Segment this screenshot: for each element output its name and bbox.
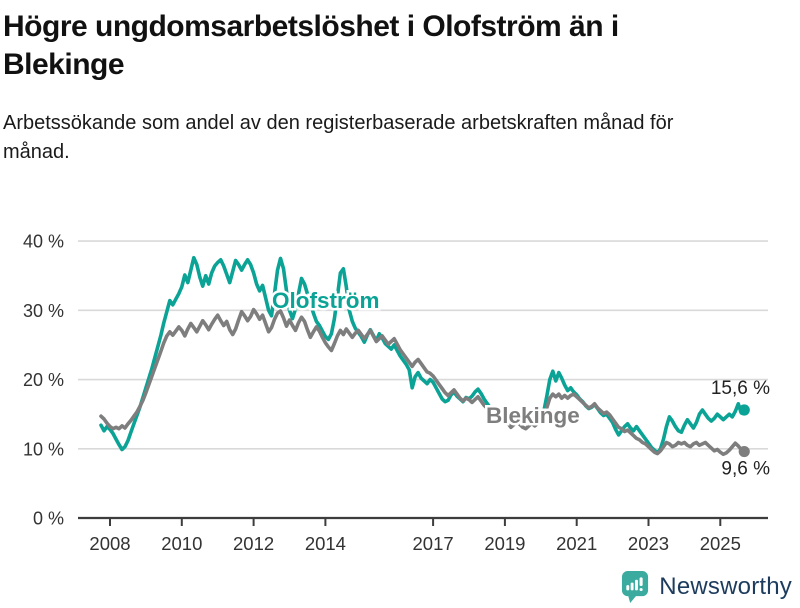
x-tick-label-2021: 2021 [556,533,597,554]
x-tick-label-2012: 2012 [233,533,274,554]
newsworthy-bubble-barchart-icon [622,571,649,603]
chart-title: Högre ungdomsarbetslöshet i Olofström än… [3,10,619,81]
chart-area: 0 % 10 % 20 % 30 % 40 % 2008 2010 2012 2014 2017 2… [0,218,800,563]
unemployment-line-chart: 0 % 10 % 20 % 30 % 40 % 2008 2010 2012 2014 2017 2… [23,232,770,554]
y-tick-label-0: 0 % [33,509,64,529]
x-tick-label-2017: 2017 [413,533,454,554]
blekinge-line [99,307,746,457]
x-tick-label-2023: 2023 [628,533,669,554]
olofstrm-value-label: 15,6 % [711,378,770,399]
y-tick-label-40: 40 % [23,232,64,252]
olofstrm-series-label: Olofström [272,288,380,313]
x-tick-label-2019: 2019 [484,533,525,554]
x-tick-label-2008: 2008 [89,533,130,554]
olofstrm-line [99,255,746,455]
x-tick-label-2010: 2010 [161,533,202,554]
blekinge-end-dot [738,445,750,458]
blekinge-value-label: 9,6 % [721,459,770,480]
chart-subtitle: Arbetssökande som andel av den registerb… [3,112,674,163]
x-tick-label-2014: 2014 [305,533,346,554]
y-tick-label-10: 10 % [23,439,64,459]
olofstrm-end-dot [738,404,750,416]
newsworthy-logo[interactable]: Newsworthy [621,570,792,604]
y-tick-label-30: 30 % [23,301,64,321]
y-tick-label-20: 20 % [23,370,64,390]
brand-wordmark: Newsworthy [659,573,792,600]
x-tick-label-2025: 2025 [700,533,741,554]
blekinge-series-label: Blekinge [486,403,580,428]
